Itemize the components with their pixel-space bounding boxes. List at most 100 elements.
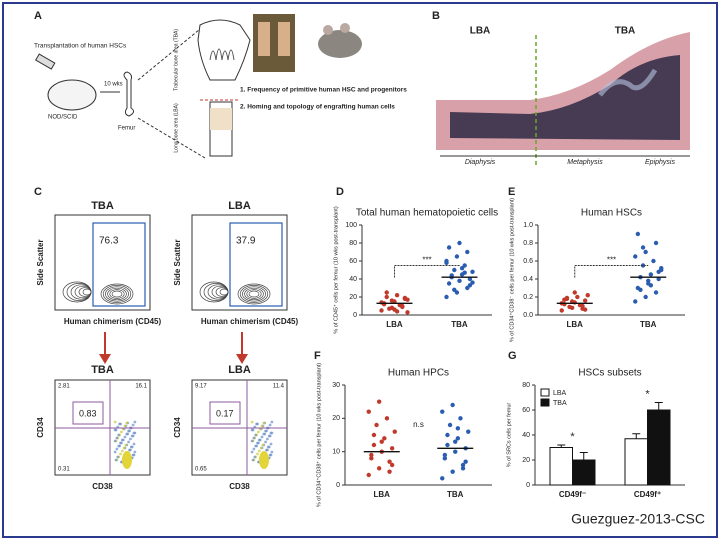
data-point: [640, 263, 646, 268]
data-point: [582, 298, 588, 303]
event: [131, 423, 135, 427]
panel-letter: B: [432, 10, 440, 22]
bone-head: [197, 19, 251, 81]
event: [264, 429, 267, 433]
quadrant-value: 11.4: [273, 384, 285, 390]
data-point: [376, 399, 382, 404]
event: [132, 431, 136, 435]
data-point: [444, 294, 449, 300]
contour: [219, 288, 229, 296]
event: [270, 450, 274, 454]
event: [120, 430, 123, 434]
event: [113, 439, 117, 443]
data-point: [447, 422, 453, 428]
syringe: [35, 53, 56, 70]
y-tick-label: 0.0: [523, 312, 533, 319]
panel-letter: G: [508, 350, 517, 362]
label: Long bone area (LBA): [173, 103, 179, 153]
event: [120, 438, 124, 442]
footer: Guezguez-2013-CSC: [571, 511, 705, 527]
event: [130, 434, 134, 438]
event: [270, 420, 274, 424]
data-point: [454, 254, 460, 259]
event: [115, 436, 119, 440]
data-point: [445, 432, 450, 438]
event: [262, 421, 266, 425]
mouse: [47, 79, 97, 111]
event: [255, 422, 258, 426]
label: 1. Frequency of primitive human HSC and …: [240, 87, 407, 94]
data-point: [656, 269, 661, 274]
event: [131, 453, 135, 457]
event: [257, 438, 261, 442]
event: [115, 447, 119, 451]
gate-value: 0.83: [79, 408, 97, 418]
event: [260, 424, 264, 428]
chart-title: HSCs subsets: [578, 368, 641, 379]
data-point: [651, 258, 656, 264]
quadrant-value: 0.65: [195, 467, 207, 473]
contour: [237, 283, 271, 305]
event: [256, 452, 259, 456]
chart-title: Human HSCs: [581, 208, 642, 219]
event: [123, 424, 127, 428]
event: [119, 452, 122, 456]
y-axis-label: % of CD34⁺CD38⁺ cells per femur (10 wks …: [315, 363, 322, 507]
event: [119, 441, 122, 445]
axis-label: CD38: [92, 482, 113, 491]
x-tick-label: TBA: [451, 320, 468, 329]
bar: [572, 459, 596, 486]
arrow-head: [236, 354, 248, 364]
data-point: [577, 302, 583, 308]
event: [250, 439, 254, 443]
event: [122, 446, 126, 450]
event: [114, 458, 118, 462]
data-point: [405, 310, 410, 315]
y-axis-label: % of SRCs cells per femur: [506, 403, 512, 468]
data-point: [564, 295, 570, 301]
event: [268, 453, 272, 457]
axis-label: Human chimerism (CD45): [201, 317, 299, 326]
region-label: LBA: [470, 26, 491, 37]
significance: ***: [422, 256, 431, 265]
quadrant-value: 9.17: [195, 384, 207, 390]
event: [127, 429, 130, 433]
data-point: [643, 249, 648, 255]
data-point: [449, 273, 454, 278]
data-point: [446, 245, 452, 250]
y-tick-label: 40: [349, 276, 357, 283]
contour: [107, 287, 127, 301]
event: [266, 437, 269, 441]
data-point: [457, 240, 462, 246]
plot-title: LBA: [228, 200, 251, 212]
gate-value: 37.9: [236, 236, 256, 247]
y-tick-label: 30: [332, 382, 340, 389]
region-label: Epiphysis: [645, 159, 675, 166]
data-point: [569, 299, 575, 304]
chart-title: Human HPCs: [388, 368, 449, 379]
trabecule: [209, 48, 235, 61]
gate: [229, 222, 283, 307]
event: [257, 449, 261, 453]
event: [129, 445, 133, 449]
zoom-line: [137, 24, 206, 81]
panel-letter: D: [336, 186, 344, 198]
y-tick-label: 0.2: [523, 294, 533, 301]
mouse-photo: [318, 30, 362, 58]
contour: [111, 290, 123, 298]
data-point: [366, 472, 371, 478]
label: NOD/SCID: [48, 115, 78, 121]
event: [133, 450, 137, 454]
axis-label: Side Scatter: [173, 239, 182, 285]
event: [250, 428, 254, 432]
data-point: [444, 260, 449, 265]
quadrant-value: 16.1: [135, 384, 147, 390]
event: [266, 445, 270, 449]
event: [256, 441, 259, 445]
data-point: [387, 469, 392, 474]
y-tick-label: 60: [522, 407, 530, 414]
x-tick-label: LBA: [567, 320, 584, 329]
legend-label: LBA: [553, 390, 567, 397]
data-point: [371, 432, 377, 438]
